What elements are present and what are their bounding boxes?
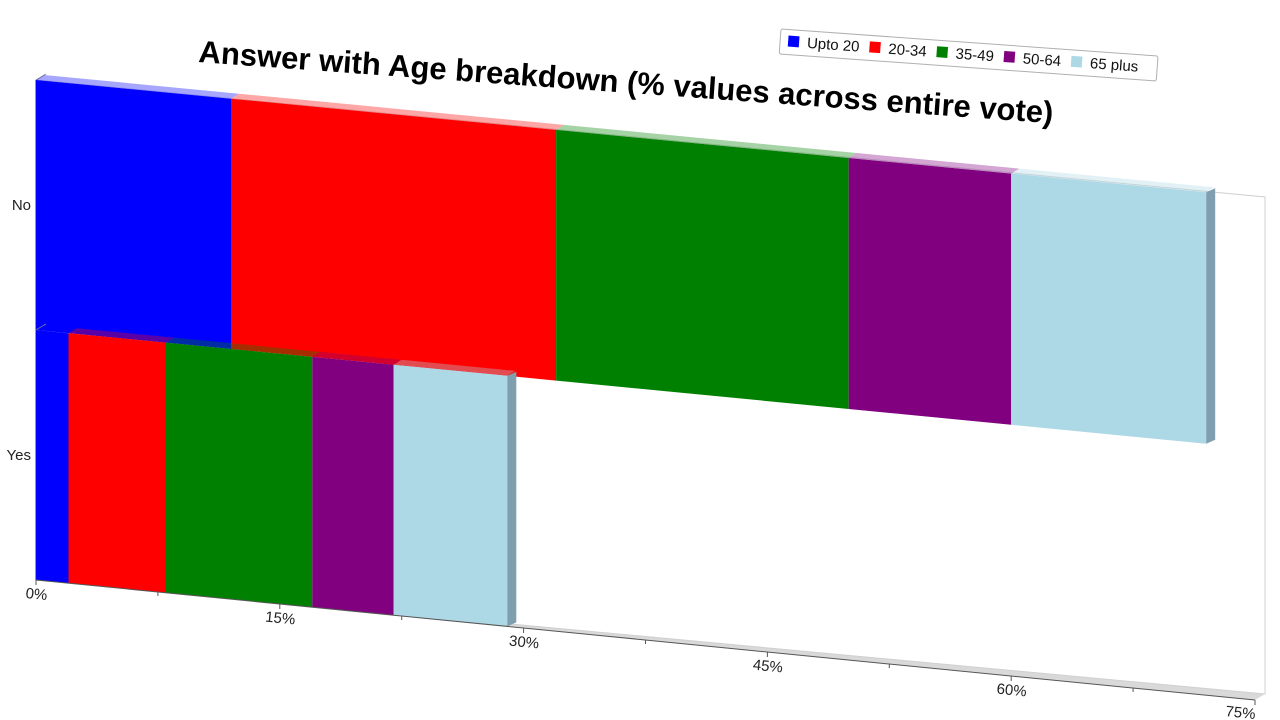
x-axis: 0% 15% 30% 45% 60% 75% bbox=[25, 579, 1257, 720]
bar-side-no bbox=[1206, 188, 1216, 444]
legend-label-20-34: 20-34 bbox=[888, 41, 927, 61]
legend-items: Upto 20 20-34 35-49 50-64 65 plus bbox=[787, 35, 1139, 76]
bar-no-20-34 bbox=[231, 98, 557, 381]
bar-yes-20-34 bbox=[68, 333, 166, 593]
bar-yes-50-64 bbox=[312, 356, 394, 616]
legend-swatch-65-plus bbox=[1070, 55, 1083, 68]
legend-swatch-20-34 bbox=[869, 41, 881, 54]
bar-top-yes-35-49 bbox=[166, 337, 321, 357]
y-axis: No Yes bbox=[7, 197, 31, 464]
bar-top-yes-65-plus bbox=[393, 359, 516, 376]
bar-top-no-35-49 bbox=[556, 124, 857, 158]
x-tick-label: 15% bbox=[264, 609, 296, 629]
bar-no-upto-20 bbox=[36, 80, 231, 349]
x-tick-label: 75% bbox=[1225, 703, 1257, 720]
legend-label-upto-20: Upto 20 bbox=[806, 35, 860, 56]
bar-top-no-50-64 bbox=[848, 153, 1020, 174]
legend-label-65-plus: 65 plus bbox=[1089, 55, 1138, 75]
bar-top-yes-20-34 bbox=[68, 328, 174, 343]
bar-top-no-20-34 bbox=[231, 93, 565, 130]
x-tick-label: 0% bbox=[25, 585, 48, 604]
legend-swatch-50-64 bbox=[1003, 51, 1016, 63]
legend-label-50-64: 50-64 bbox=[1022, 50, 1061, 70]
legend-label-35-49: 35-49 bbox=[955, 46, 994, 66]
bar-no-35-49 bbox=[556, 129, 849, 409]
category-label-no: No bbox=[12, 197, 31, 214]
bar-side-yes bbox=[507, 371, 517, 627]
bar-yes-35-49 bbox=[166, 342, 313, 608]
x-tick-label: 30% bbox=[508, 633, 540, 653]
bar-top-no-upto-20 bbox=[36, 75, 239, 99]
legend-swatch-upto-20 bbox=[787, 35, 800, 48]
category-tick bbox=[35, 323, 47, 331]
category-label-yes: Yes bbox=[7, 447, 31, 464]
bar-top-no-65-plus bbox=[1011, 168, 1215, 193]
bar-yes-upto-20 bbox=[36, 330, 69, 584]
bar-top-yes-50-64 bbox=[312, 351, 402, 365]
bar-group-yes bbox=[35, 323, 517, 627]
bars bbox=[35, 73, 1216, 627]
legend: Upto 20 20-34 35-49 50-64 65 plus bbox=[778, 28, 1159, 82]
bar-yes-65-plus bbox=[393, 364, 508, 627]
bar-no-50-64 bbox=[848, 158, 1012, 425]
bar-no-65-plus bbox=[1011, 173, 1207, 444]
x-tick-label: 45% bbox=[752, 657, 784, 677]
category-tick bbox=[35, 73, 47, 81]
x-tick-label: 60% bbox=[996, 681, 1028, 701]
bar-top-yes-upto-20 bbox=[36, 325, 77, 334]
bar-group-no bbox=[35, 73, 1216, 444]
legend-swatch-35-49 bbox=[936, 46, 949, 58]
